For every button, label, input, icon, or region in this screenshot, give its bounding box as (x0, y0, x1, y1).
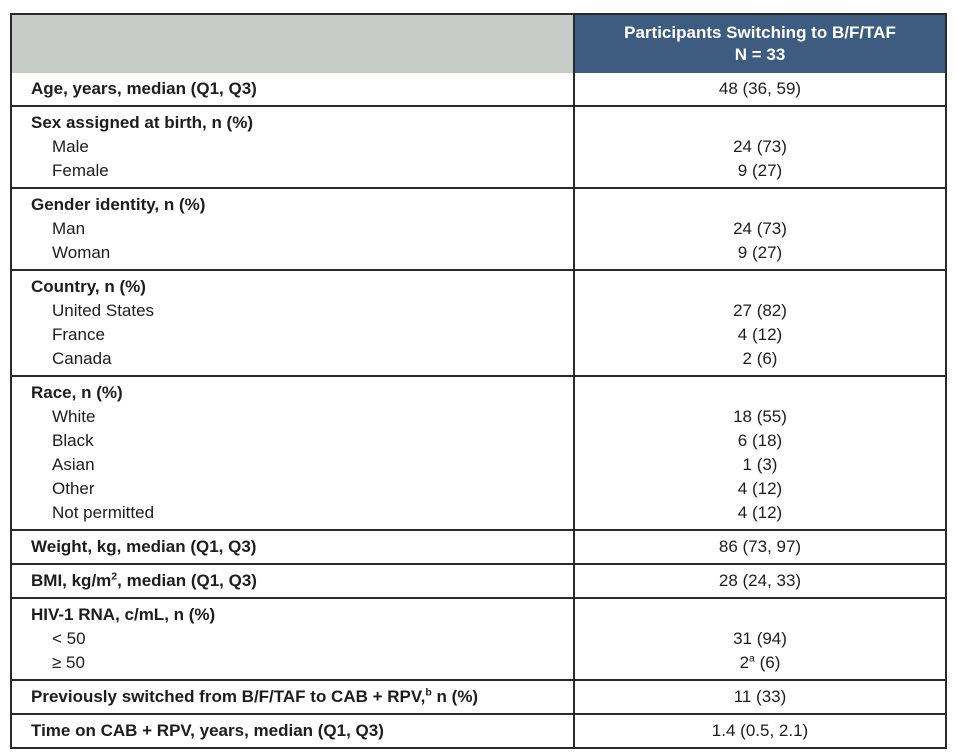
sub-item-label: < 50 (52, 629, 86, 648)
sub-item-value: 27 (82) (733, 301, 787, 320)
sub-item-value: 1 (3) (742, 455, 778, 474)
sub-item-label: Man (52, 219, 86, 238)
row-value: 11 (33) (733, 687, 787, 706)
row-label: Race, n (%) (31, 383, 123, 402)
row-value: 48 (36, 59) (718, 79, 802, 98)
superscript-footnote-marker: a (749, 652, 755, 665)
table-row: Country, n (%) United States France Canada … (12, 269, 945, 375)
row-label: BMI, kg/m2, median (Q1, Q3) (31, 570, 257, 590)
sub-item-value: 6 (18) (737, 431, 783, 450)
row-label-cell: BMI, kg/m2, median (Q1, Q3) (12, 565, 575, 597)
value-spacer (579, 111, 941, 135)
row-value-cell: 86 (73, 97) (575, 531, 945, 563)
value-spacer (579, 603, 941, 627)
row-value: 1.4 (0.5, 2.1) (711, 721, 809, 740)
sub-item-label: Male (52, 137, 89, 156)
row-label: Age, years, median (Q1, Q3) (31, 79, 257, 98)
sub-item-label: Woman (52, 243, 111, 262)
superscript-footnote-marker: b (425, 686, 432, 699)
row-value-cell: 1.4 (0.5, 2.1) (575, 715, 945, 747)
row-label-cell: Age, years, median (Q1, Q3) (12, 73, 575, 105)
superscript-footnote-marker: 2 (111, 570, 118, 583)
table-row: BMI, kg/m2, median (Q1, Q3) 28 (24, 33) (12, 563, 945, 597)
table-row: Sex assigned at birth, n (%) Male Female 2… (12, 105, 945, 187)
sub-item-label: ≥ 50 (52, 653, 85, 672)
header-empty-cell (12, 15, 575, 73)
value-spacer (579, 275, 941, 299)
sub-item-value: 9 (27) (737, 243, 783, 262)
row-value-cell: 31 (94) 2a (6) (575, 599, 945, 679)
row-label-cell: Gender identity, n (%) Man Woman (12, 189, 575, 269)
sub-item-value: 4 (12) (737, 479, 783, 498)
sub-item-label: Female (52, 161, 109, 180)
row-label-cell: Race, n (%) White Black Asian Other Not permi… (12, 377, 575, 529)
row-label: HIV-1 RNA, c/mL, n (%) (31, 605, 216, 624)
row-value-cell: 24 (73) 9 (27) (575, 189, 945, 269)
table-row: Age, years, median (Q1, Q3) 48 (36, 59) (12, 73, 945, 105)
sub-item-label: Other (52, 479, 95, 498)
sub-item-label: France (52, 325, 105, 344)
row-label: Sex assigned at birth, n (%) (31, 113, 253, 132)
sub-item-value: 31 (94) (733, 629, 787, 648)
sub-item-value: 24 (73) (733, 137, 787, 156)
row-value: 28 (24, 33) (718, 571, 802, 590)
sub-item-label: Asian (52, 455, 95, 474)
row-label-cell: Sex assigned at birth, n (%) Male Female (12, 107, 575, 187)
table-row: Time on CAB + RPV, years, median (Q1, Q3… (12, 713, 945, 747)
table-row: Race, n (%) White Black Asian Other Not permi… (12, 375, 945, 529)
row-label: Country, n (%) (31, 277, 146, 296)
sub-item-value: 9 (27) (737, 161, 783, 180)
sub-item-value: 2a (6) (739, 652, 781, 672)
row-label: Gender identity, n (%) (31, 195, 206, 214)
table-body: Age, years, median (Q1, Q3) 48 (36, 59) Se… (12, 73, 945, 747)
header-title-line1: Participants Switching to B/F/TAF (624, 23, 896, 42)
row-label-cell: Previously switched from B/F/TAF to CAB … (12, 681, 575, 713)
baseline-characteristics-table: Participants Switching to B/F/TAF N = 33… (10, 13, 947, 749)
sub-item-label: Black (52, 431, 94, 450)
row-value-cell: 18 (55) 6 (18) 1 (3) 4 (12) 4 (12) (575, 377, 945, 529)
row-label-cell: Weight, kg, median (Q1, Q3) (12, 531, 575, 563)
row-label-cell: Time on CAB + RPV, years, median (Q1, Q3… (12, 715, 575, 747)
row-value-cell: 27 (82) 4 (12) 2 (6) (575, 271, 945, 375)
sub-item-value: 4 (12) (737, 325, 783, 344)
sub-item-label: Canada (52, 349, 112, 368)
sub-item-value: 4 (12) (737, 503, 783, 522)
value-spacer (579, 381, 941, 405)
row-value-cell: 48 (36, 59) (575, 73, 945, 105)
row-label-cell: HIV-1 RNA, c/mL, n (%) < 50 ≥ 50 (12, 599, 575, 679)
header-title-cell: Participants Switching to B/F/TAF N = 33 (575, 15, 945, 73)
row-value-cell: 24 (73) 9 (27) (575, 107, 945, 187)
sub-item-label: White (52, 407, 96, 426)
sub-item-value: 2 (6) (742, 349, 778, 368)
table-row: Previously switched from B/F/TAF to CAB … (12, 679, 945, 713)
row-value-cell: 28 (24, 33) (575, 565, 945, 597)
row-label: Previously switched from B/F/TAF to CAB … (31, 686, 479, 706)
row-value: 86 (73, 97) (718, 537, 802, 556)
row-label: Weight, kg, median (Q1, Q3) (31, 537, 257, 556)
table-row: Gender identity, n (%) Man Woman 24 (73) 9 … (12, 187, 945, 269)
row-label: Time on CAB + RPV, years, median (Q1, Q3… (31, 721, 384, 740)
row-label-cell: Country, n (%) United States France Canada (12, 271, 575, 375)
table-row: HIV-1 RNA, c/mL, n (%) < 50 ≥ 50 31 (94) 2a… (12, 597, 945, 679)
sub-item-label: United States (52, 301, 155, 320)
sub-item-value: 24 (73) (733, 219, 787, 238)
table-row: Weight, kg, median (Q1, Q3) 86 (73, 97) (12, 529, 945, 563)
table-header-row: Participants Switching to B/F/TAF N = 33 (12, 15, 945, 73)
sub-item-value: 18 (55) (733, 407, 787, 426)
sub-item-label: Not permitted (52, 503, 155, 522)
value-spacer (579, 193, 941, 217)
row-value-cell: 11 (33) (575, 681, 945, 713)
header-title-line2: N = 33 (734, 45, 786, 64)
